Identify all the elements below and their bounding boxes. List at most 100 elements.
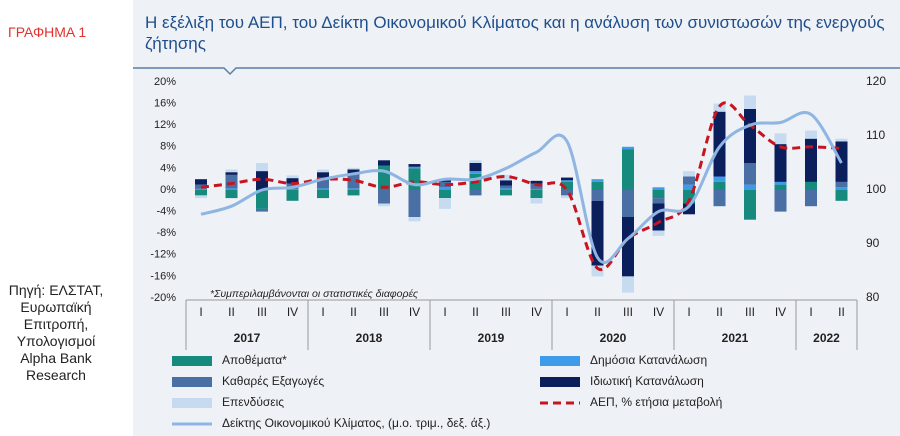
legend-label: Αποθέματα* — [222, 353, 287, 367]
bar-segment — [652, 198, 665, 204]
bar-segment — [530, 198, 543, 204]
year-label: 2017 — [234, 331, 261, 345]
bar-segment — [347, 174, 360, 189]
bar-segment — [469, 190, 482, 196]
bar-segment — [683, 203, 695, 215]
bar-segment — [469, 163, 482, 172]
bar-segment — [774, 184, 787, 190]
bar-segment — [286, 190, 299, 201]
bar-segment — [500, 174, 512, 181]
bar-segment — [347, 169, 360, 175]
bar-segment — [225, 188, 238, 190]
bar-segment — [652, 190, 665, 199]
bar-segment — [774, 133, 787, 145]
bar-segment — [225, 190, 238, 199]
bar-segment — [683, 176, 695, 185]
bar-segment — [378, 203, 390, 207]
x-tick-label: I — [321, 305, 324, 319]
bar-segment — [591, 179, 604, 182]
x-tick-label: II — [838, 305, 845, 319]
x-tick-label: II — [228, 305, 235, 319]
y2-tick-label: 110 — [866, 128, 885, 142]
bar-segment — [622, 190, 634, 217]
bar-segment — [408, 166, 421, 169]
legend-swatch — [540, 377, 580, 387]
x-tick-label: III — [501, 305, 511, 319]
bar-segment — [378, 160, 390, 166]
legend-label: Ιδιωτική Κατανάλωση — [590, 374, 704, 388]
bar-segment — [713, 190, 726, 207]
y-tick-label: 20% — [154, 76, 176, 88]
bar-segment — [805, 130, 817, 139]
bar-segment — [561, 181, 573, 190]
y-tick-label: -8% — [156, 227, 176, 239]
x-tick-label: I — [687, 305, 690, 319]
bar-segment — [347, 190, 360, 196]
bar-segment — [439, 187, 451, 190]
bar-segment — [408, 164, 421, 167]
bar-segment — [622, 276, 634, 293]
figure-label: ΓΡΑΦΗΜΑ 1 — [8, 24, 87, 40]
bar-segment — [225, 169, 238, 173]
bar-segment — [744, 163, 756, 185]
bar-segment — [713, 181, 726, 190]
bar-segment — [652, 203, 665, 231]
bar-segment — [286, 175, 299, 179]
bar-segment — [835, 138, 848, 142]
bar-segment — [286, 178, 299, 184]
y-tick-label: 4% — [160, 162, 176, 174]
bar-segment — [713, 103, 726, 112]
bar-segment — [195, 195, 207, 199]
legend-swatch — [172, 398, 212, 408]
bar-segment — [622, 149, 634, 190]
bar-segment — [530, 180, 543, 184]
legend-label: ΑΕΠ, % ετήσια μεταβολή — [590, 395, 722, 409]
x-tick-label: I — [199, 305, 202, 319]
bar-segment — [774, 181, 787, 185]
annotation: *Συμπεριλαμβάνονται οι στατιστικές διαφο… — [210, 288, 419, 300]
bar-segment — [439, 181, 451, 188]
bar-segment — [347, 188, 360, 190]
bar-segment — [713, 176, 726, 182]
year-label: 2020 — [600, 331, 627, 345]
bar-segment — [317, 190, 329, 199]
legend-swatch — [172, 356, 212, 366]
legend-label: Επενδύσεις — [222, 395, 284, 409]
bar-segment — [256, 171, 268, 190]
y-tick-label: -16% — [150, 270, 176, 282]
bar-segment — [561, 190, 573, 196]
bar-segment — [195, 190, 207, 196]
bar-segment — [561, 195, 573, 199]
bar-segment — [317, 172, 329, 178]
x-tick-label: I — [443, 305, 446, 319]
bar-segment — [439, 190, 451, 199]
bar-segment — [256, 208, 268, 212]
x-tick-label: III — [379, 305, 389, 319]
bar-segment — [591, 190, 604, 201]
legend-swatch — [540, 356, 580, 366]
bar-segment — [530, 188, 543, 190]
bar-segment — [683, 171, 695, 177]
bar-segment — [317, 188, 329, 190]
bar-segment — [530, 183, 543, 189]
bar-segment — [347, 167, 360, 170]
x-tick-label: II — [594, 305, 601, 319]
y2-tick-label: 120 — [866, 74, 886, 88]
bar-segment — [835, 190, 848, 201]
year-label: 2021 — [722, 331, 749, 345]
y-tick-label: -12% — [150, 249, 176, 261]
x-tick-label: III — [623, 305, 633, 319]
x-tick-label: IV — [531, 305, 542, 319]
bar-segment — [408, 217, 421, 222]
bar-segment — [256, 190, 268, 209]
y-tick-label: 16% — [154, 98, 176, 110]
y-tick-label: 8% — [160, 141, 176, 153]
bar-segment — [500, 185, 512, 189]
x-tick-label: II — [472, 305, 479, 319]
bar-segment — [774, 190, 787, 212]
bar-segment — [835, 181, 848, 188]
bar-segment — [591, 181, 604, 190]
bar-segment — [622, 146, 634, 150]
